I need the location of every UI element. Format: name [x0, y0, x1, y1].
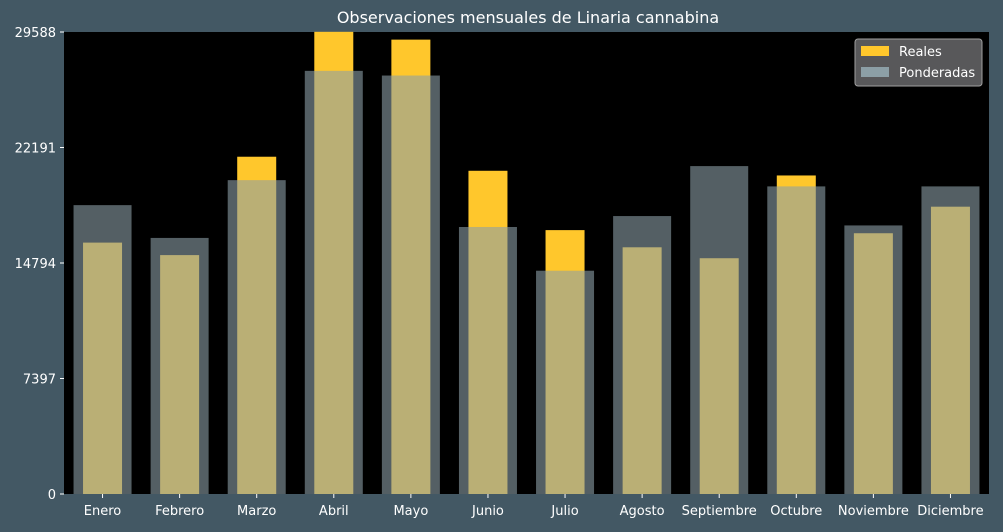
bar-ponderadas-6	[536, 270, 595, 494]
bar-ponderadas-0	[73, 205, 132, 495]
x-tick-label: Enero	[84, 504, 122, 519]
bar-ponderadas-1	[150, 237, 209, 494]
x-axis: Enero Febrero Marzo Abril Mayo Junio Julio Agos…	[84, 494, 984, 519]
bar-ponderadas-10	[844, 225, 903, 495]
y-axis: 0 7397 14794 22191 29588	[15, 26, 64, 503]
bar-ponderadas-3	[304, 70, 363, 494]
bar-ponderadas-11	[921, 186, 980, 494]
legend-swatch-0	[861, 46, 889, 56]
x-tick-label: Mayo	[393, 504, 428, 519]
legend-label-1: Ponderadas	[899, 66, 975, 81]
x-tick-label: Noviembre	[838, 504, 909, 519]
x-tick-label: Marzo	[237, 504, 276, 519]
x-tick-label: Febrero	[155, 504, 204, 519]
chart-title: Observaciones mensuales de Linaria canna…	[337, 8, 719, 27]
x-tick-label: Julio	[550, 504, 578, 519]
legend-swatch-1	[861, 67, 889, 77]
bar-ponderadas-2	[227, 180, 286, 495]
y-tick-label: 22191	[15, 142, 56, 157]
bar-ponderadas-8	[690, 166, 749, 494]
x-tick-label: Junio	[471, 504, 504, 519]
legend-label-0: Reales	[899, 45, 942, 60]
bar-ponderadas-9	[767, 186, 826, 494]
x-tick-label: Diciembre	[917, 504, 983, 519]
x-tick-label: Abril	[319, 504, 349, 519]
y-tick-label: 14794	[15, 257, 56, 272]
bars-ponderadas	[73, 70, 980, 495]
x-tick-label: Septiembre	[682, 504, 757, 519]
y-tick-label: 7397	[23, 373, 56, 388]
bar-ponderadas-5	[458, 226, 517, 494]
bar-ponderadas-4	[381, 75, 440, 494]
x-tick-label: Octubre	[770, 504, 822, 519]
legend: Reales Ponderadas	[854, 38, 983, 87]
y-tick-label: 29588	[15, 26, 56, 41]
bar-ponderadas-7	[613, 216, 672, 495]
y-tick-label: 0	[48, 488, 56, 503]
x-tick-label: Agosto	[620, 504, 665, 519]
plot-area	[64, 32, 989, 494]
